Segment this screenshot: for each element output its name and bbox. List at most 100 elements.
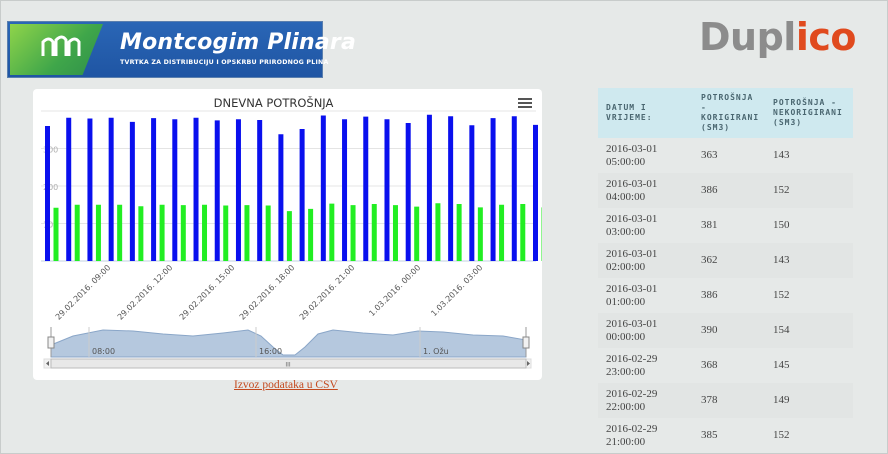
cell-datetime: 2016-02-29 21:00:00 <box>598 418 693 453</box>
table-row: 2016-02-29 22:00:00 378 149 <box>598 383 853 418</box>
scroll-right-arrow-icon[interactable] <box>527 361 530 366</box>
duplico-logo-part1: Dupl <box>699 15 796 59</box>
bar-uncorrected[interactable] <box>202 204 208 261</box>
bar-corrected[interactable] <box>448 116 454 261</box>
bar-corrected[interactable] <box>384 119 390 261</box>
bar-corrected[interactable] <box>45 126 50 261</box>
menu-line <box>518 106 532 108</box>
bar-uncorrected[interactable] <box>456 204 462 261</box>
y-tick-label: 300 <box>43 146 58 155</box>
navigator-handle[interactable] <box>522 336 530 349</box>
cell-datetime: 2016-03-01 05:00:00 <box>598 138 693 173</box>
scroll-left-arrow-icon[interactable] <box>46 361 49 366</box>
cell-datetime: 2016-03-01 04:00:00 <box>598 173 693 208</box>
bar-corrected[interactable] <box>342 119 348 261</box>
cell-corrected: 378 <box>693 383 765 418</box>
bar-uncorrected[interactable] <box>392 205 398 261</box>
bar-corrected[interactable] <box>533 124 538 261</box>
brand-name: Montcogim Plinara <box>120 30 357 55</box>
navigator-label: 16:00 <box>259 347 282 356</box>
bar-corrected[interactable] <box>299 129 305 261</box>
table-row: 2016-03-01 01:00:00 386 152 <box>598 278 853 313</box>
brand-tagline: TVRTKA ZA DISTRIBUCIJU I OPSKRBU PRIRODN… <box>120 59 329 66</box>
consumption-chart: DNEVNA POTROŠNJA 300 200 100 29.02.2016. 09… <box>33 89 542 380</box>
bar-corrected[interactable] <box>320 115 326 262</box>
bar-uncorrected[interactable] <box>117 204 123 261</box>
bar-uncorrected[interactable] <box>223 205 229 262</box>
bar-uncorrected[interactable] <box>244 205 250 261</box>
cell-datetime: 2016-03-01 00:00:00 <box>598 313 693 348</box>
bar-corrected[interactable] <box>363 116 369 261</box>
bar-corrected[interactable] <box>172 119 178 261</box>
cell-datetime: 2016-02-29 22:00:00 <box>598 383 693 418</box>
bar-uncorrected[interactable] <box>541 207 543 261</box>
bar-uncorrected[interactable] <box>371 204 377 261</box>
montcogim-logo: Montcogim Plinara TVRTKA ZA DISTRIBUCIJU… <box>7 21 356 78</box>
bar-uncorrected[interactable] <box>95 204 101 261</box>
navigator-label: 08:00 <box>92 347 115 356</box>
bar-uncorrected[interactable] <box>350 205 356 261</box>
bar-uncorrected[interactable] <box>286 211 292 261</box>
x-tick-label: 29.02.2016. 09:00 <box>54 263 113 322</box>
duplico-logo: Duplico <box>699 12 856 62</box>
y-tick-label: 200 <box>43 183 58 192</box>
bar-uncorrected[interactable] <box>329 203 335 261</box>
bar-corrected[interactable] <box>193 117 199 261</box>
bar-corrected[interactable] <box>129 121 135 261</box>
bar-uncorrected[interactable] <box>499 204 505 261</box>
export-csv-link[interactable]: Izvoz podataka u CSV <box>234 379 338 391</box>
x-tick-label: 29.02.2016. 18:00 <box>238 263 297 322</box>
bar-uncorrected[interactable] <box>265 205 271 262</box>
cell-datetime: 2016-03-01 03:00:00 <box>598 208 693 243</box>
cell-corrected: 385 <box>693 418 765 453</box>
x-tick-label: 1.03.2016. 03:00 <box>429 263 484 318</box>
bar-corrected[interactable] <box>235 119 241 261</box>
cell-uncorrected: 152 <box>765 173 853 208</box>
bar-uncorrected[interactable] <box>138 206 144 261</box>
bar-uncorrected[interactable] <box>477 207 483 261</box>
bar-corrected[interactable] <box>490 118 496 261</box>
cell-corrected: 381 <box>693 208 765 243</box>
bar-uncorrected[interactable] <box>414 206 420 261</box>
bar-uncorrected[interactable] <box>520 204 526 261</box>
scrollbar-grip-icon[interactable]: III <box>285 362 291 369</box>
scrollbar-thumb[interactable] <box>50 358 527 369</box>
navigator-area <box>50 329 527 358</box>
x-tick-label: 29.02.2016. 12:00 <box>116 263 175 322</box>
header-uncorrected[interactable]: POTROŠNJA - NEKORIGIRANI (SM3) <box>765 88 853 138</box>
duplico-logo-part3: co <box>808 15 856 59</box>
table-header-row: DATUM I VRIJEME: POTROŠNJA - KORIGIRANI … <box>598 88 853 138</box>
header-datetime[interactable]: DATUM I VRIJEME: <box>598 88 693 138</box>
bar-uncorrected[interactable] <box>308 208 314 261</box>
cell-corrected: 363 <box>693 138 765 173</box>
bar-corrected[interactable] <box>151 118 157 261</box>
table-row: 2016-03-01 03:00:00 381 150 <box>598 208 853 243</box>
duplico-logo-part2: i <box>795 15 809 59</box>
chart-plot: 300 200 100 29.02.2016. 09:00 29.02.2016. 12… <box>41 110 543 369</box>
cell-datetime: 2016-02-29 23:00:00 <box>598 348 693 383</box>
cell-uncorrected: 143 <box>765 138 853 173</box>
bar-uncorrected[interactable] <box>74 204 80 261</box>
bar-uncorrected[interactable] <box>435 203 441 261</box>
bar-uncorrected[interactable] <box>53 207 59 261</box>
bar-corrected[interactable] <box>66 117 72 261</box>
cell-uncorrected: 152 <box>765 278 853 313</box>
chart-menu-button[interactable] <box>517 97 533 111</box>
bar-corrected[interactable] <box>469 125 475 261</box>
bar-corrected[interactable] <box>511 116 517 261</box>
bar-corrected[interactable] <box>405 123 411 261</box>
cell-uncorrected: 150 <box>765 208 853 243</box>
bar-uncorrected[interactable] <box>159 204 165 261</box>
cell-corrected: 390 <box>693 313 765 348</box>
navigator-handle[interactable] <box>47 336 55 349</box>
bar-uncorrected[interactable] <box>180 205 186 261</box>
bar-corrected[interactable] <box>108 117 114 261</box>
bar-corrected[interactable] <box>257 120 263 261</box>
header-corrected[interactable]: POTROŠNJA - KORIGIRANI (SM3) <box>693 88 765 138</box>
bar-corrected[interactable] <box>278 134 284 261</box>
bar-corrected[interactable] <box>214 120 220 261</box>
bar-corrected[interactable] <box>87 118 93 262</box>
bar-corrected[interactable] <box>426 114 432 261</box>
table-row: 2016-03-01 02:00:00 362 143 <box>598 243 853 278</box>
cell-corrected: 386 <box>693 278 765 313</box>
